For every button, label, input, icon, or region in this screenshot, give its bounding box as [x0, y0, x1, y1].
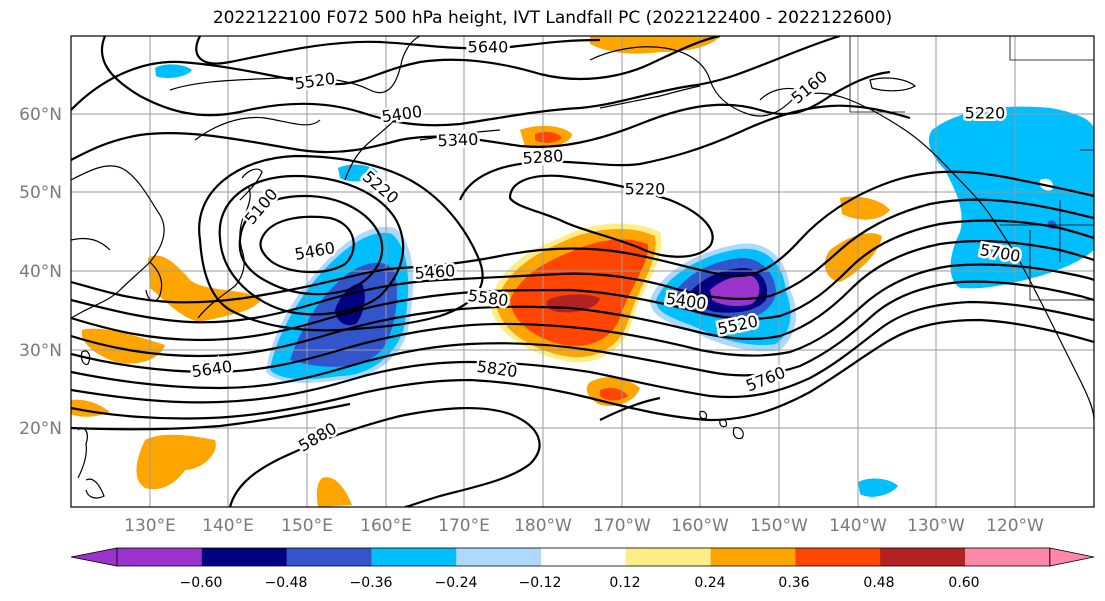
plot-frame: [70, 35, 1095, 508]
contour-label: 5220: [965, 104, 1006, 123]
colorbar-tick-label: 0.24: [694, 575, 725, 591]
lat-label: 30°N: [19, 341, 62, 361]
contour-label: 5760: [743, 363, 788, 396]
contour-label: 5280: [522, 146, 564, 168]
lon-label: 160°E: [360, 516, 412, 536]
lon-label: 170°W: [593, 516, 651, 536]
lat-label: 20°N: [19, 419, 62, 439]
lon-label: 140°W: [829, 516, 887, 536]
ivt-negative-area: [858, 478, 898, 497]
colorbar-tick-label: 0.36: [778, 575, 809, 591]
colorbar-segment: [710, 548, 796, 566]
contour-label: 5820: [476, 357, 519, 381]
colorbar-tick-label: −0.24: [435, 575, 478, 591]
contour-label: 5460: [414, 261, 456, 283]
lon-label: 160°W: [671, 516, 729, 536]
contour-label: 5640: [190, 357, 233, 381]
ivt-negative-area: [155, 64, 192, 78]
contour-label: 5100: [241, 185, 282, 228]
colorbar-tick-label: −0.36: [350, 575, 393, 591]
colorbar-extend-right: [1049, 547, 1095, 567]
contour-label: 5160: [788, 67, 831, 108]
lon-label: 170°E: [438, 516, 490, 536]
latitude-labels: 60°N 50°N 40°N 30°N 20°N: [19, 105, 62, 439]
longitude-labels: 130°E 140°E 150°E 160°E 170°E 180°W 170°…: [124, 516, 1044, 536]
contour-label: 5400: [380, 102, 423, 126]
ivt-positive-area: [600, 388, 628, 401]
lat-label: 50°N: [19, 183, 62, 203]
map-title: 2022122100 F072 500 hPa height, IVT Land…: [212, 8, 893, 28]
colorbar-segment: [117, 548, 203, 566]
ivt-positive-area: [148, 255, 262, 322]
colorbar-segment: [795, 548, 881, 566]
coastlines: [71, 36, 1094, 499]
lon-label: 120°W: [986, 516, 1044, 536]
colorbar-extend-left: [70, 547, 118, 567]
colorbar-tick-labels: −0.60 −0.48 −0.36 −0.24 −0.12 0.12 0.24 …: [180, 575, 980, 591]
colorbar-tick-label: −0.60: [180, 575, 223, 591]
ivt-positive-area: [510, 239, 649, 346]
colorbar-segment: [541, 548, 627, 566]
ivt-positive-area: [840, 196, 890, 220]
colorbar-frame: [116, 547, 1051, 567]
colorbar-tick-label: −0.12: [519, 575, 562, 591]
height-contours: [71, 36, 1094, 507]
colorbar-segment: [201, 548, 288, 566]
lat-label: 40°N: [19, 262, 62, 282]
lon-label: 180°W: [514, 516, 572, 536]
ivt-positive-area: [81, 328, 165, 364]
contour-label: 5220: [625, 180, 666, 199]
lon-label: 150°W: [750, 516, 808, 536]
colorbar-tick-label: 0.48: [863, 575, 894, 591]
colorbar-tick-label: 0.12: [609, 575, 640, 591]
contour-label: 5520: [293, 69, 336, 93]
lon-label: 150°E: [281, 516, 333, 536]
ivt-positive-area: [316, 477, 352, 507]
colorbar-segment: [965, 548, 1051, 566]
colorbar-segment: [371, 548, 457, 566]
contour-label: 5640: [468, 38, 509, 57]
colorbar-segment: [456, 548, 542, 566]
contour-label: 5880: [295, 419, 340, 456]
ivt-positive-area: [136, 434, 216, 490]
lon-label: 140°E: [202, 516, 254, 536]
colorbar-segment: [880, 548, 966, 566]
ivt-positive-area: [824, 233, 882, 282]
colorbar-tick-label: 0.60: [948, 575, 979, 591]
colorbar: [70, 547, 1095, 567]
ivt-negative-area: [338, 164, 378, 182]
lon-label: 130°W: [907, 516, 965, 536]
colorbar-segment: [286, 548, 372, 566]
ivt-negative-area: [928, 106, 1094, 289]
ivt-positive-area: [535, 131, 562, 143]
lon-label: 130°E: [124, 516, 176, 536]
colorbar-segment: [625, 548, 712, 566]
contour-label: 5340: [437, 130, 478, 150]
colorbar-tick-label: −0.48: [265, 575, 308, 591]
lat-label: 60°N: [19, 105, 62, 125]
